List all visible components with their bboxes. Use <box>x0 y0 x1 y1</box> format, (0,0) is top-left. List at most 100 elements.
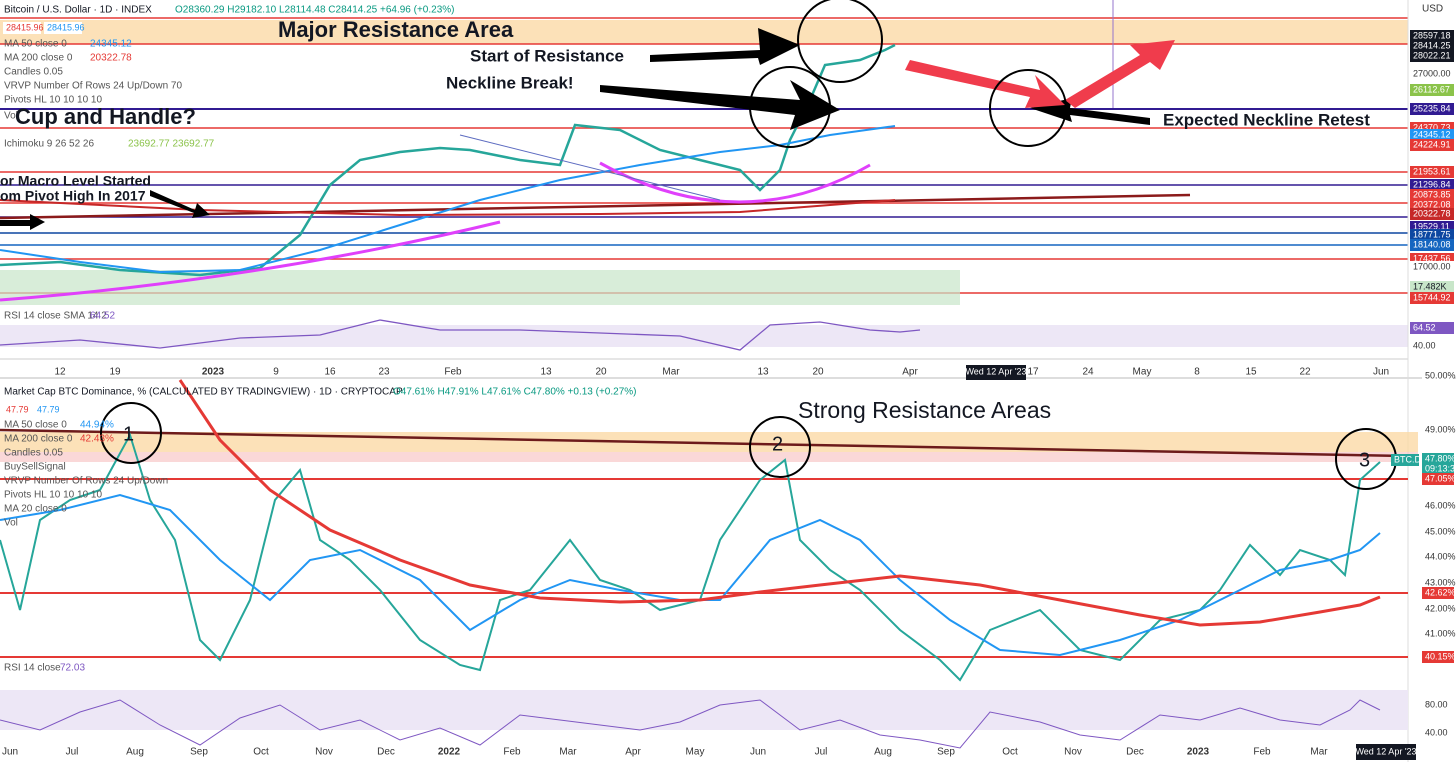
price-label: 47.80% <box>1425 453 1456 463</box>
indicator-name: Vol <box>4 518 18 529</box>
date-label: Apr <box>625 747 641 758</box>
symbol-title: Market Cap BTC Dominance, % (CALCULATED … <box>4 387 403 398</box>
price-label: 26112.67 <box>1413 84 1450 94</box>
date-label: Wed 12 Apr '23 <box>965 366 1026 376</box>
indicator-name: MA 200 close 0 <box>4 53 73 64</box>
price-tag <box>1410 189 1454 201</box>
price-label: 09:13:38 <box>1425 463 1456 473</box>
currency: USD <box>1422 4 1443 15</box>
date-label: Wed 12 Apr '23 <box>1355 746 1416 756</box>
price-label: 20322.78 <box>1413 208 1451 218</box>
level-lines <box>0 478 1408 658</box>
price-tag <box>1422 699 1454 711</box>
date-label: Jun <box>1373 367 1389 378</box>
date-label: Apr <box>902 367 918 378</box>
price-tag <box>1422 651 1454 663</box>
ohlc: O28360.29 H29182.10 L28114.48 C28414.25 … <box>175 5 455 16</box>
date-box <box>1356 744 1416 760</box>
indicator-name: BuySellSignal <box>4 462 66 473</box>
price-tag <box>1410 40 1454 52</box>
price-label: 17437.56 <box>1413 253 1451 263</box>
price-label: 19529.11 <box>1413 221 1450 231</box>
rsi-value: 72.03 <box>60 663 85 674</box>
price-tag <box>3 404 31 416</box>
indicator-name: MA 50 close 0 <box>4 420 67 431</box>
date-label: 8 <box>1194 367 1200 378</box>
price-label: 20873.85 <box>1413 189 1451 199</box>
resistance-band <box>0 452 1418 462</box>
date-label: Jul <box>815 747 828 758</box>
date-label: Nov <box>1064 747 1082 758</box>
price-tag <box>1410 322 1454 334</box>
price-label: 24345.12 <box>1413 129 1451 139</box>
price-tag <box>1410 50 1454 62</box>
price-label: 64.52 <box>1413 322 1436 332</box>
date-label: 2023 <box>202 367 225 378</box>
trendline <box>0 428 1409 458</box>
price-label: 15744.92 <box>1413 292 1451 302</box>
date-label: 20 <box>812 367 824 378</box>
ohlc: O47.61% H47.91% L47.61% C47.80% +0.13 (+… <box>393 387 637 398</box>
price-tag <box>1422 370 1454 382</box>
price-tag <box>1410 179 1454 191</box>
price-tag <box>1410 239 1454 251</box>
cup-curve <box>0 220 501 302</box>
indicator-value: 23692.77 23692.77 <box>128 139 215 150</box>
price-tag <box>1410 229 1454 241</box>
price-label: 28597.18 <box>1413 30 1451 40</box>
price-label: 44.00% <box>1425 551 1456 561</box>
price-label: 40.00 <box>1425 727 1448 737</box>
annotation: 2 <box>772 433 783 455</box>
annotation: Neckline Break! <box>446 73 574 92</box>
annotation: 3 <box>1359 449 1370 471</box>
price-tag <box>1422 526 1454 538</box>
date-label: Mar <box>1310 747 1328 758</box>
indicator-name: VRVP Number Of Rows 24 Up/Down 70 <box>4 81 182 92</box>
price-tag <box>44 22 82 34</box>
price-tag <box>3 22 41 34</box>
price-tag <box>1391 454 1419 466</box>
price-label: 47.79 <box>37 404 60 414</box>
date-label: 2023 <box>1187 747 1210 758</box>
date-label: 24 <box>1082 367 1094 378</box>
price-label: 40.15% <box>1425 651 1456 661</box>
price-label: 18771.75 <box>1413 229 1451 239</box>
price-label: 24224.91 <box>1413 139 1451 149</box>
price-label: 21296.84 <box>1413 179 1451 189</box>
price-label: 47.05% <box>1425 473 1456 483</box>
date-label: Sep <box>937 747 955 758</box>
price-tag <box>1422 551 1454 563</box>
price-tag <box>1422 587 1454 599</box>
date-label: Nov <box>315 747 333 758</box>
indicator-name: Pivots HL 10 10 10 10 <box>4 95 102 106</box>
price-label: 42.00% <box>1425 603 1456 613</box>
date-box <box>966 365 1026 380</box>
indicator-value: 24345.12 <box>90 39 132 50</box>
price-label: 45.00% <box>1425 526 1456 536</box>
indicator-value: 42.43% <box>80 434 114 445</box>
price-label: 25235.84 <box>1413 103 1451 113</box>
annotation: 1 <box>123 423 134 445</box>
date-label: 9 <box>273 367 279 378</box>
date-label: Jul <box>66 747 79 758</box>
price-tag <box>34 404 62 416</box>
price-tag <box>1422 603 1454 615</box>
rsi-name: RSI 14 close SMA 14 2 <box>4 311 107 322</box>
resistance-band <box>0 20 1408 44</box>
price-tag <box>1422 463 1454 475</box>
annotation: or Macro Level Started <box>0 173 151 189</box>
date-label: Aug <box>874 747 892 758</box>
indicator-name: Ichimoku 9 26 52 26 <box>4 139 94 150</box>
price-tag <box>1422 424 1454 436</box>
annotation: om Pivot High In 2017 <box>0 188 146 204</box>
level-lines <box>0 0 1408 294</box>
annotation: Start of Resistance <box>470 46 624 65</box>
date-label: Mar <box>662 367 680 378</box>
date-label: 17 <box>1027 367 1039 378</box>
rsi-band <box>0 690 1408 730</box>
volume-area <box>0 270 960 305</box>
date-label: Feb <box>1253 747 1271 758</box>
price-tag <box>1410 281 1454 293</box>
rsi-band <box>0 325 1408 347</box>
